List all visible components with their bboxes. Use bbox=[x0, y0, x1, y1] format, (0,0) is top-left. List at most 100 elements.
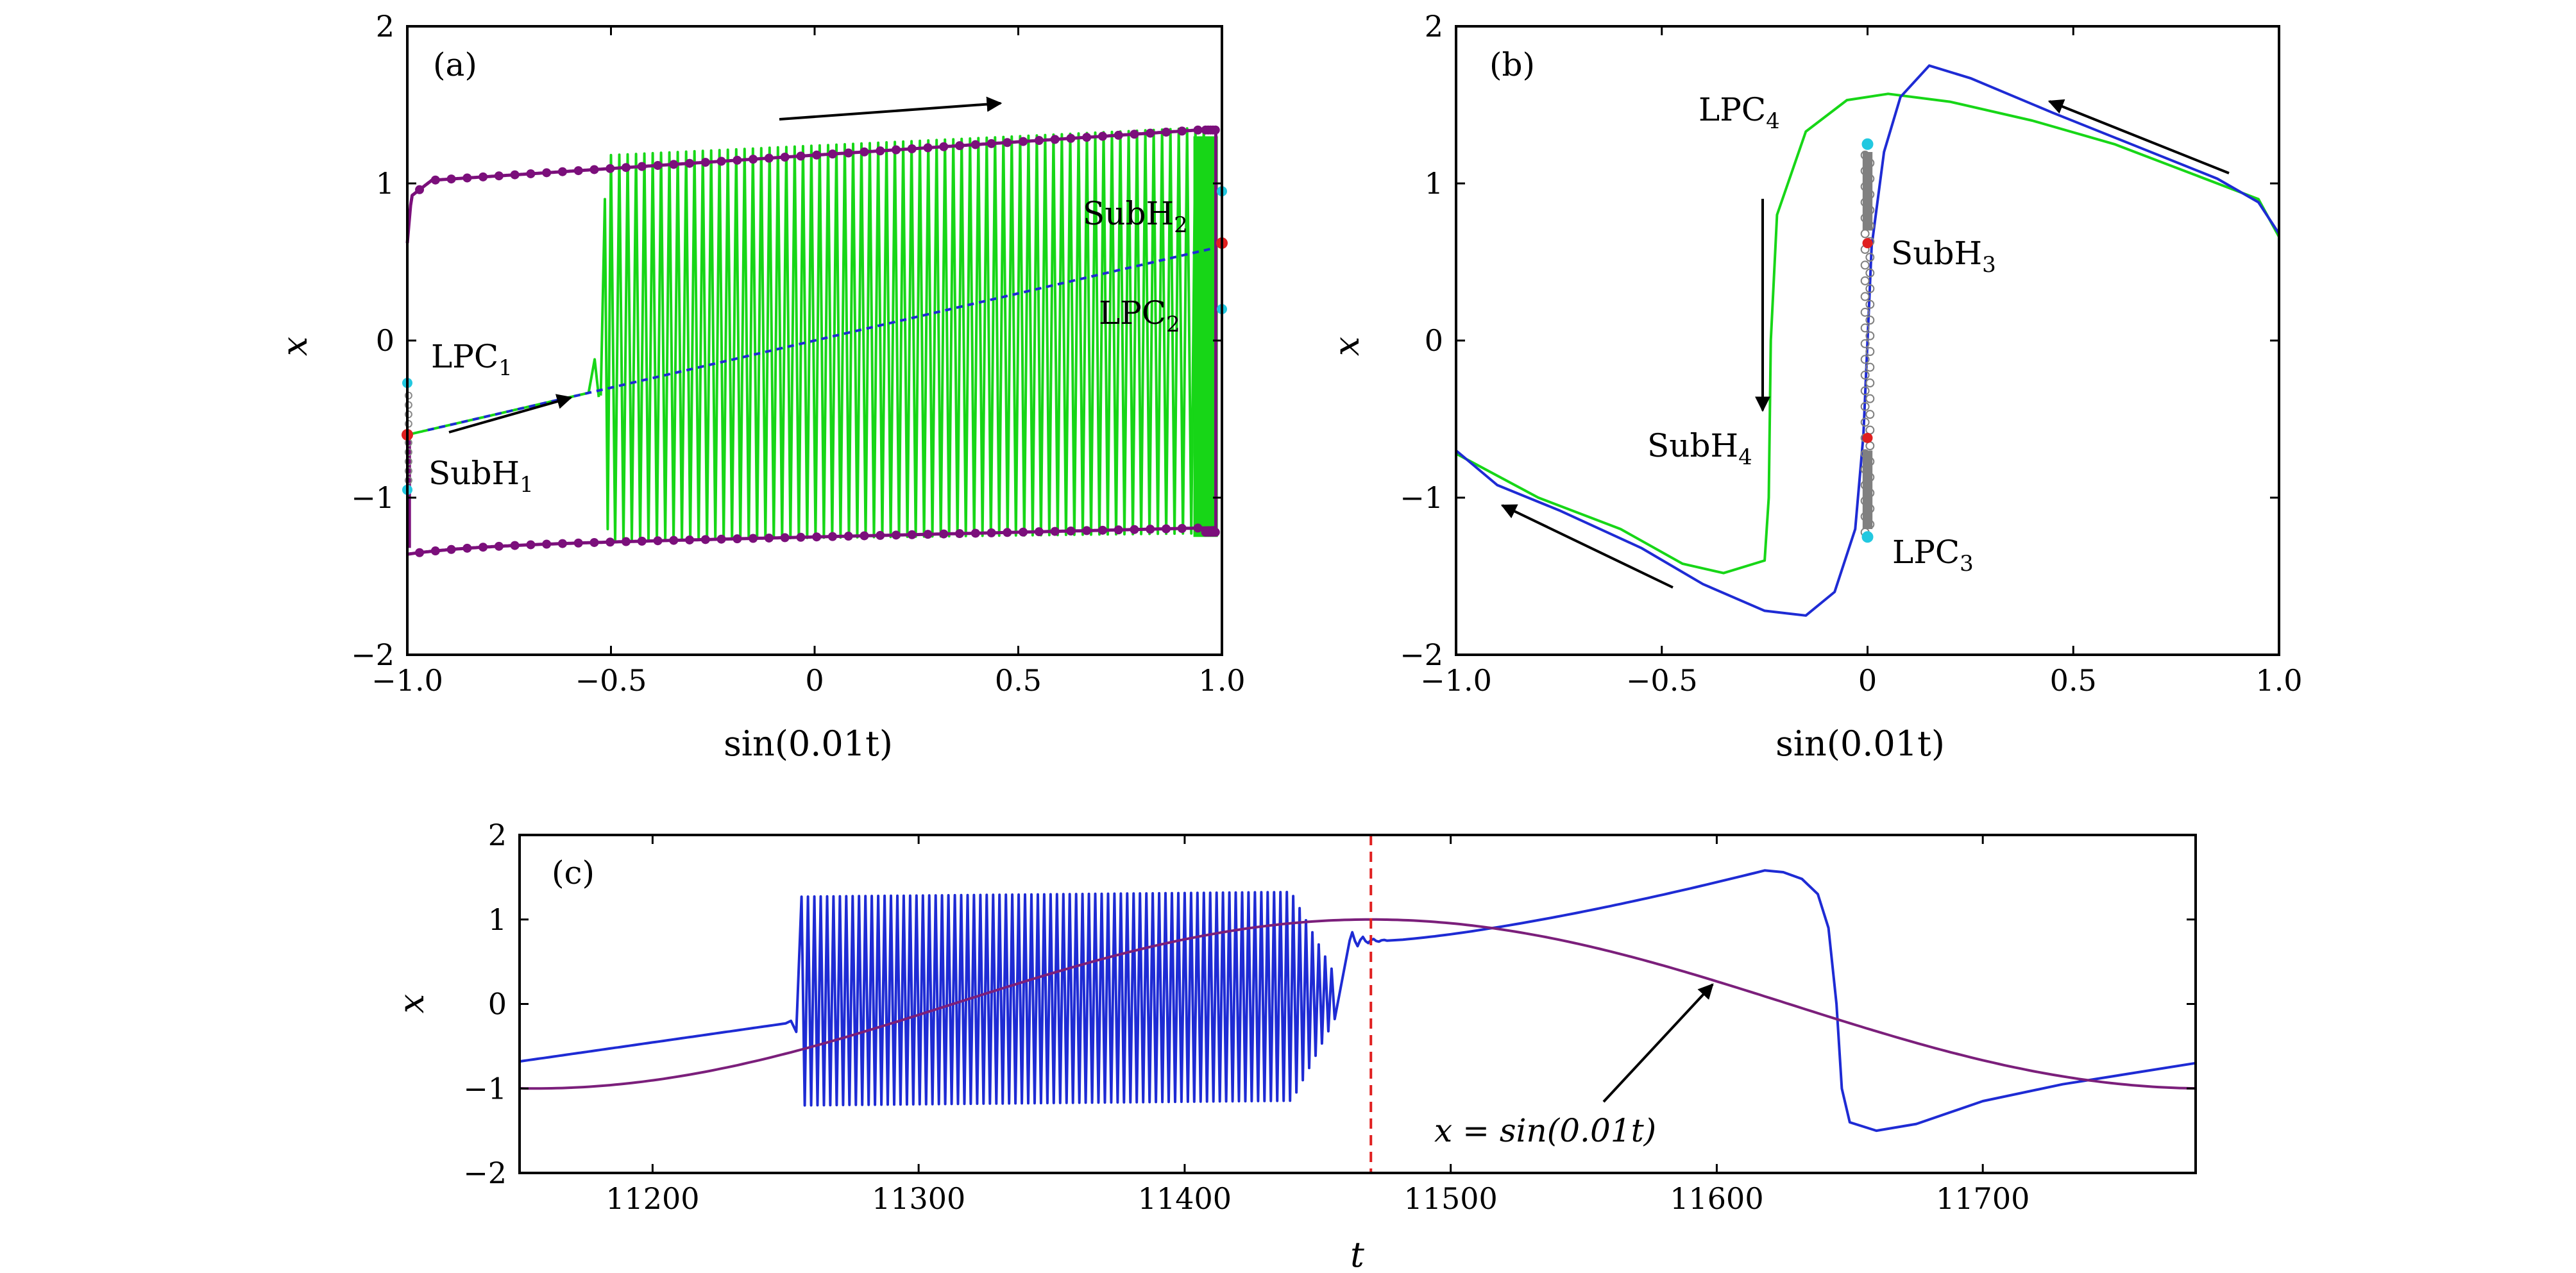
orbit-max-point bbox=[430, 175, 440, 185]
orbit-max-point bbox=[446, 174, 456, 184]
x-tick-label: 1.0 bbox=[2255, 663, 2302, 698]
panel-a-annotation-subh2: SubH2 bbox=[1083, 195, 1188, 238]
x-tick-label: 11400 bbox=[1138, 1181, 1232, 1216]
branch-point bbox=[1865, 362, 1875, 372]
orbit-max-point bbox=[462, 173, 472, 183]
orbit-min-point bbox=[1130, 525, 1139, 534]
orbit-max-point bbox=[923, 143, 933, 153]
y-tick-label: 0 bbox=[1425, 323, 1443, 358]
orbit-min-point bbox=[479, 543, 488, 552]
orbit-min-point bbox=[589, 537, 599, 547]
branch-point bbox=[1865, 299, 1875, 309]
orbit-max-point bbox=[796, 151, 806, 161]
orbit-max-point bbox=[892, 145, 901, 155]
panel-b-annotation-subh3: SubH3 bbox=[1891, 235, 1996, 278]
subh3-point bbox=[1862, 238, 1873, 249]
panel-a-y-axis-label: x bbox=[275, 337, 315, 356]
panel-a-arrow-bottom bbox=[448, 394, 573, 434]
panel-b-label: (b) bbox=[1489, 46, 1535, 83]
branch-point bbox=[1865, 410, 1875, 419]
branch-point bbox=[1860, 307, 1870, 317]
branch-point bbox=[1865, 347, 1875, 357]
orbit-min-point bbox=[1114, 525, 1123, 535]
orbit-min-point bbox=[907, 530, 917, 539]
orbit-min-point bbox=[1162, 524, 1171, 534]
orbit-max-point bbox=[669, 160, 679, 169]
orbit-min-point bbox=[621, 537, 631, 546]
orbit-min-point bbox=[1082, 526, 1092, 535]
x-tick-label: −0.5 bbox=[1626, 663, 1698, 698]
orbit-min-point bbox=[987, 528, 996, 537]
orbit-max-point bbox=[494, 171, 504, 181]
panel-a-plot-area bbox=[402, 26, 1228, 557]
lpc3-point bbox=[1861, 531, 1874, 543]
orbit-max-point bbox=[907, 144, 917, 153]
orbit-max-point bbox=[733, 155, 742, 165]
orbit-max-point bbox=[860, 147, 869, 156]
orbit-max-point bbox=[1162, 128, 1171, 137]
branch-point bbox=[1860, 355, 1870, 364]
panel-b-annotation-lpc3: LPC3 bbox=[1892, 534, 1974, 577]
panel-b-y-axis-label: x bbox=[1326, 337, 1367, 356]
x-tick-label: −1.0 bbox=[371, 663, 443, 698]
orbit-max-point bbox=[843, 148, 853, 158]
orbit-max-point bbox=[479, 172, 488, 181]
y-tick-label: 0 bbox=[376, 323, 394, 358]
orbit-min-point bbox=[1146, 525, 1155, 534]
envelope-upper bbox=[405, 127, 1216, 244]
panel-b-annotation-subh4: SubH4 bbox=[1647, 427, 1752, 470]
panel-c-annotation-forcing: x = sin(0.01t) bbox=[1434, 1112, 1656, 1149]
orbit-max-point bbox=[827, 149, 837, 159]
panel-b-arrow-top-right bbox=[2047, 99, 2230, 174]
orbit-min-point bbox=[669, 535, 679, 545]
orbit-max-point bbox=[1177, 126, 1187, 136]
subh4-point bbox=[1862, 432, 1873, 443]
response-trajectory bbox=[519, 869, 2196, 1133]
y-tick-label: −2 bbox=[463, 1156, 507, 1190]
oscillation-dense-band bbox=[1193, 136, 1218, 537]
branch-point bbox=[1860, 260, 1870, 270]
orbit-min-point bbox=[892, 530, 901, 540]
panel-a-x-ticks: −1.0 −0.5 0 0.5 1.0 bbox=[371, 26, 1246, 698]
orbit-max-point bbox=[970, 140, 980, 149]
orbit-max-point bbox=[749, 155, 758, 164]
x-tick-label: 11500 bbox=[1403, 1181, 1497, 1216]
panel-a-annotation-lpc1: LPC1 bbox=[431, 338, 513, 381]
branch-point bbox=[1865, 394, 1875, 403]
orbit-max-point bbox=[700, 158, 710, 167]
orbit-min-point bbox=[415, 548, 425, 557]
x-tick-label: 0.5 bbox=[2050, 663, 2097, 698]
x-tick-label: −0.5 bbox=[575, 663, 647, 698]
orbit-max-point bbox=[510, 170, 520, 180]
oscillation-trajectory bbox=[599, 126, 1210, 542]
orbit-max-point bbox=[987, 139, 996, 148]
x-tick-label: 0.5 bbox=[995, 663, 1042, 698]
forcing-curve bbox=[519, 918, 2196, 1090]
panel-b: −1.0 −0.5 0 0.5 1.0 2 1 0 −1 −2 (b) x sin(0.01t)… bbox=[1326, 9, 2303, 764]
orbit-min-point bbox=[1177, 523, 1187, 533]
y-tick-label: 1 bbox=[488, 902, 507, 937]
orbit-max-point bbox=[526, 169, 536, 178]
orbit-max-point bbox=[876, 146, 885, 156]
orbit-max-point bbox=[1003, 138, 1012, 148]
orbit-max-point bbox=[1050, 135, 1060, 144]
x-tick-label: 11200 bbox=[606, 1181, 699, 1216]
branch-point bbox=[1860, 229, 1870, 239]
y-tick-label: 2 bbox=[488, 818, 507, 852]
panel-b-lines bbox=[1455, 64, 2280, 617]
lpc4-point bbox=[1861, 138, 1874, 150]
orbit-min-point bbox=[573, 538, 583, 548]
orbit-max-point bbox=[1082, 133, 1092, 142]
orbit-max-point bbox=[812, 150, 822, 160]
orbit-max-point bbox=[606, 164, 615, 173]
orbit-max-point bbox=[637, 162, 647, 171]
panel-a: −1.0 −0.5 0 0.5 1.0 2 1 0 −1 −2 (a) x sin(0.01t)… bbox=[275, 9, 1246, 764]
orbit-max-point bbox=[1210, 125, 1220, 135]
orbit-max-point bbox=[939, 142, 949, 151]
orbit-min-point bbox=[749, 534, 758, 543]
panel-c-y-ticks: 2 1 0 −1 −2 bbox=[463, 818, 2196, 1190]
orbit-max-point bbox=[764, 153, 774, 163]
orbit-min-point bbox=[1210, 527, 1220, 537]
y-tick-label: −1 bbox=[463, 1071, 507, 1106]
panel-b-y-ticks: 2 1 0 −1 −2 bbox=[1400, 9, 2279, 672]
